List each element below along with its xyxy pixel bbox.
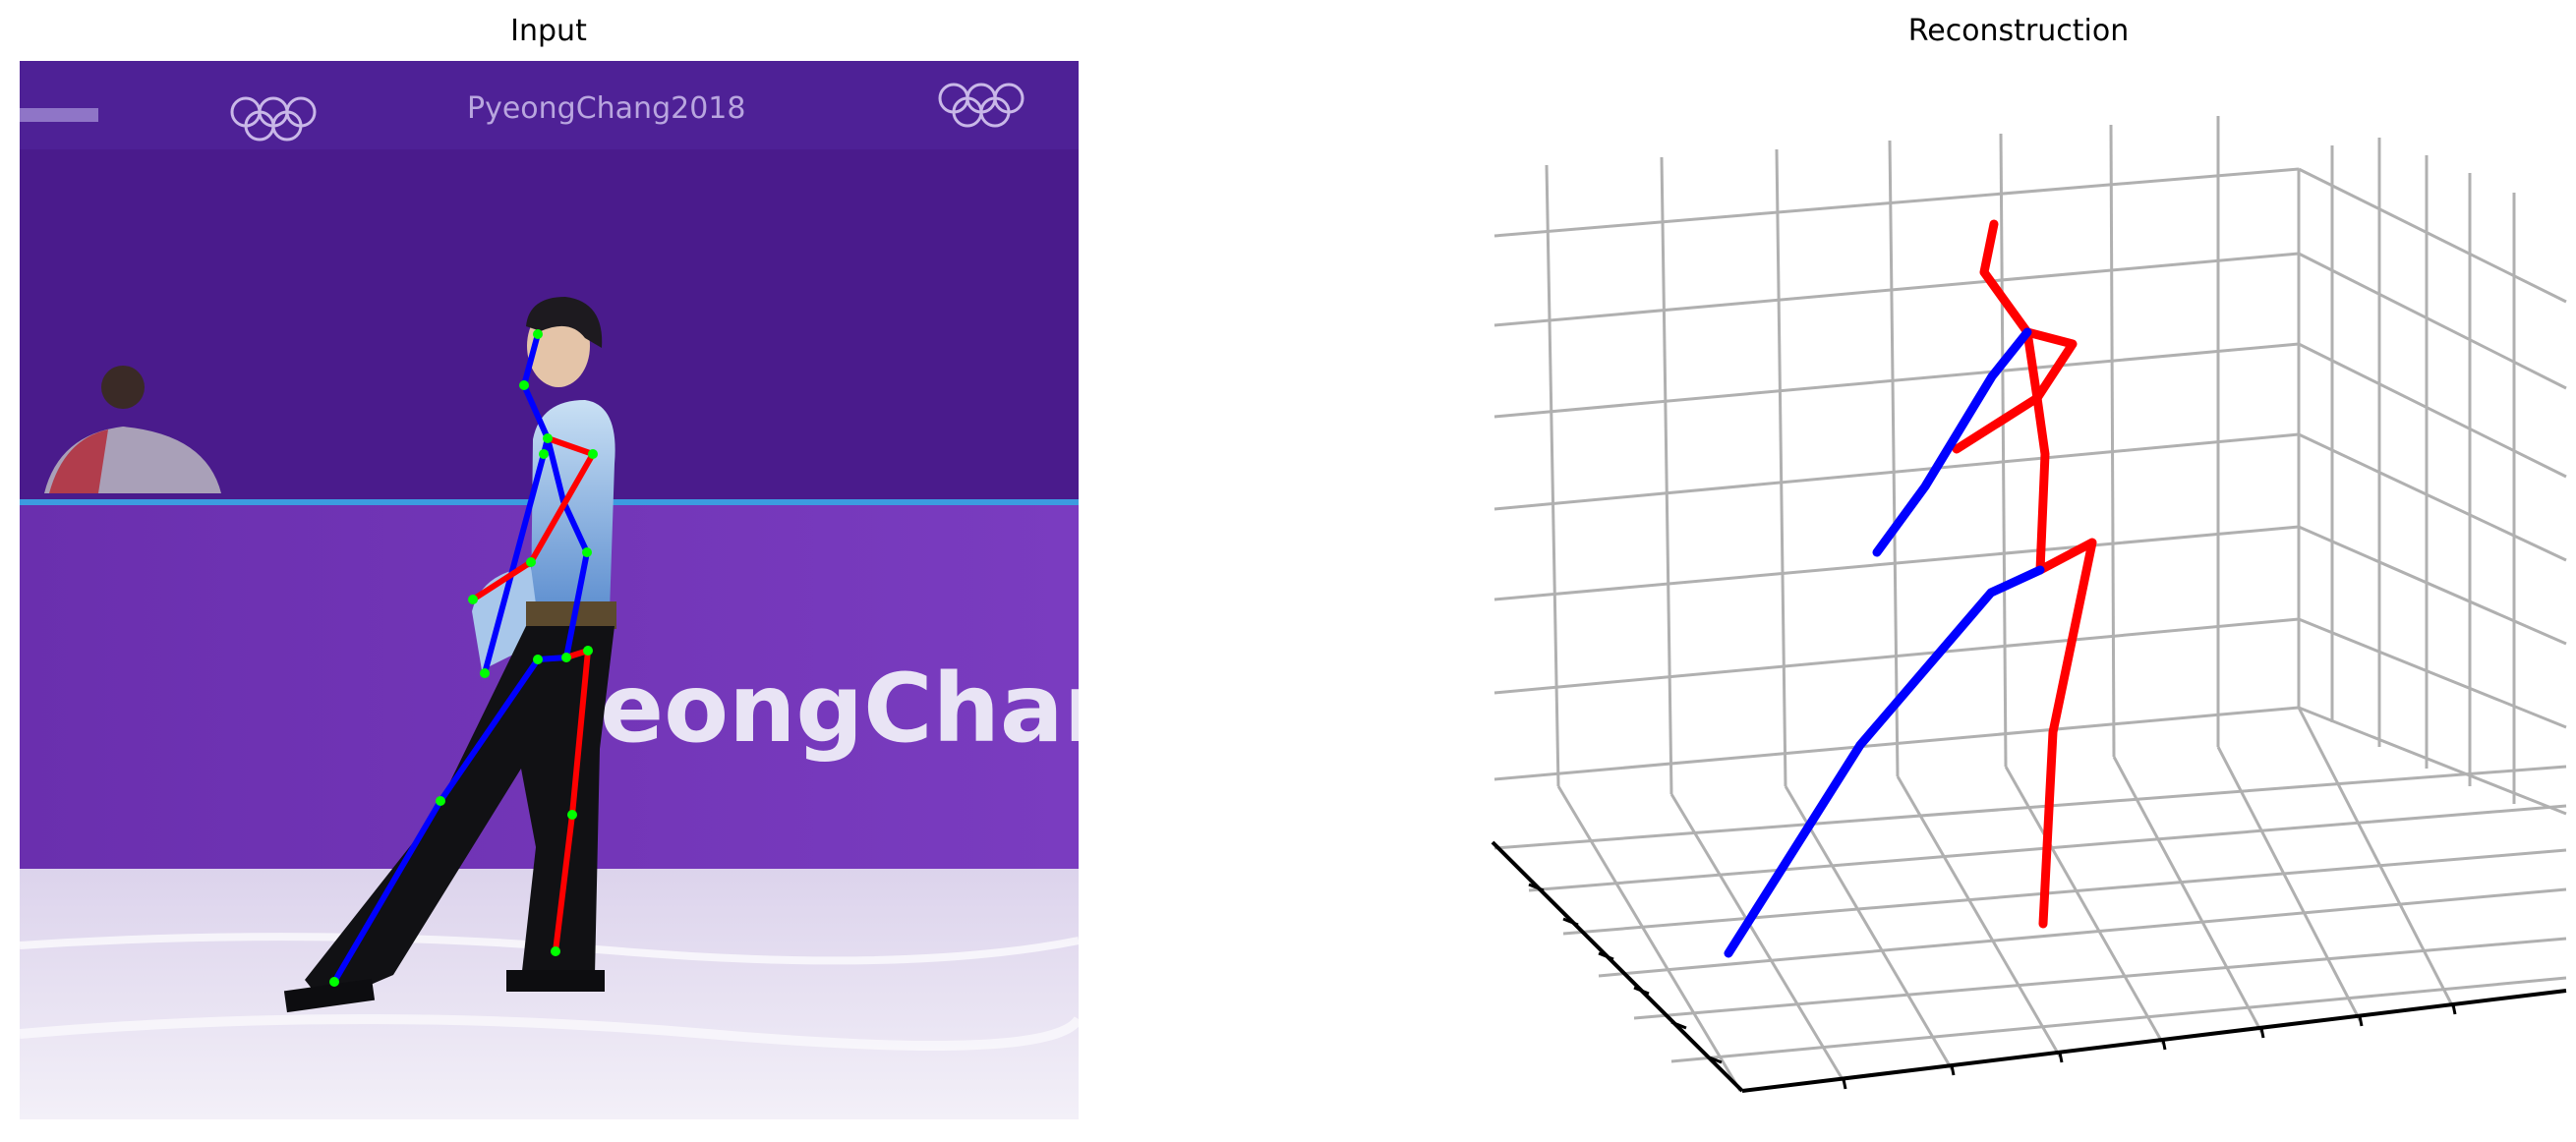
skeleton-2d-right-leg: [553, 646, 592, 954]
input-image: PyeongChang2018 eongChan: [20, 61, 1079, 1119]
axis-lines: [1491, 840, 2567, 1093]
grid-back-wall-horizontals: [1493, 167, 2300, 781]
reconstruction-panel-title: Reconstruction: [1907, 14, 2130, 48]
olympic-rings-logo: [230, 96, 317, 142]
skeleton-3d-spine-right-leg: [2022, 327, 2097, 929]
skeleton-3d-head-right-arm: [1952, 219, 2078, 454]
skeleton-2d-joints: [329, 329, 598, 987]
skeleton-2d-right-arm: [470, 435, 598, 602]
input-panel-title: Input: [510, 14, 587, 48]
olympic-rings-logo-right: [938, 83, 1025, 128]
skeleton-3d-left-arm: [1872, 327, 2032, 557]
spectator: [101, 366, 145, 409]
axis-ticks: [1528, 883, 2457, 1090]
grid-side-wall: [2298, 138, 2567, 816]
board-text: eongChan: [600, 654, 1079, 764]
grid-floor: [1493, 707, 2567, 1092]
reconstruction-plot: [1475, 59, 2571, 1130]
grid-back-wall-verticals: [1545, 116, 2301, 795]
input-photo-canvas: PyeongChang2018 eongChan: [20, 61, 1079, 1119]
reconstruction-canvas: [1491, 116, 2567, 1093]
banner-text: PyeongChang2018: [467, 91, 745, 126]
skeleton-3d: [1724, 219, 2097, 958]
skeleton-3d-left-leg: [1724, 565, 2045, 958]
